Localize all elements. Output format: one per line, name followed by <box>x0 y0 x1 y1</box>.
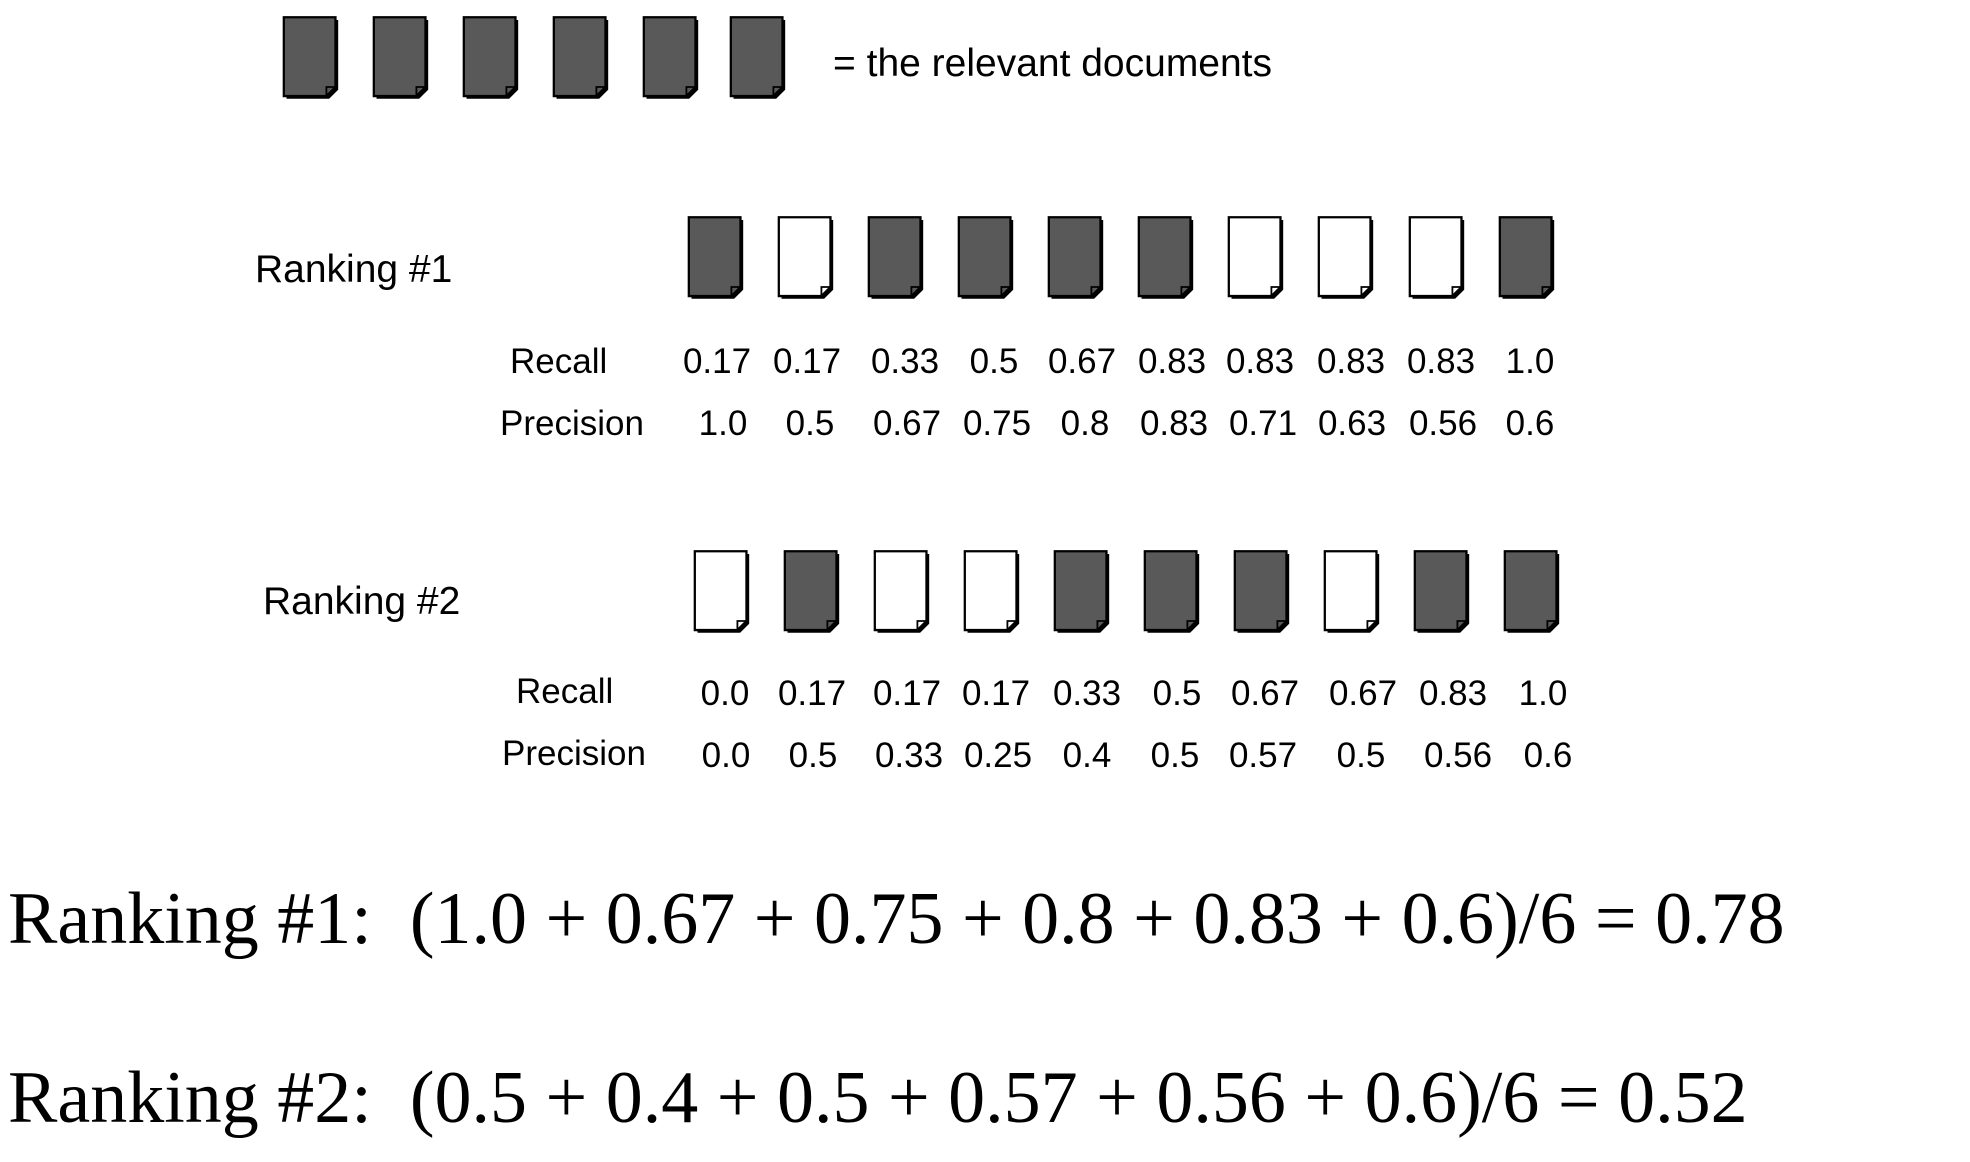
ranking-1-recall-value: 0.33 <box>870 342 940 381</box>
ranking-1-recall-value: 0.17 <box>682 342 752 381</box>
ranking-2-formula: Ranking #2: (0.5 + 0.4 + 0.5 + 0.57 + 0.5… <box>8 1061 1748 1135</box>
ranking-1-formula: Ranking #1: (1.0 + 0.67 + 0.75 + 0.8 + 0.… <box>8 882 1785 956</box>
ranking-2-precision-value: 0.57 <box>1228 736 1298 775</box>
ranking-2-formula-expression: (0.5 + 0.4 + 0.5 + 0.57 + 0.56 + 0.6)/6 … <box>409 1057 1748 1139</box>
ranking-1-recall-value: 0.5 <box>969 342 1019 381</box>
ranking-2-recall-value: 0.33 <box>1052 674 1122 713</box>
ranking-2-recall-value: 1.0 <box>1518 674 1568 713</box>
ranking-2-precision-value: 0.5 <box>788 736 838 775</box>
relevant-document-icon <box>372 16 429 99</box>
ranking-1-precision-value: 0.67 <box>872 404 942 443</box>
ranking-2-recall-value: 0.83 <box>1418 674 1488 713</box>
relevant-document-icon <box>552 16 609 99</box>
ranking-1-precision-value: 0.6 <box>1505 404 1555 443</box>
relevant-document-icon <box>687 216 744 299</box>
relevant-document-icon <box>1413 550 1470 633</box>
nonrelevant-document-icon <box>1408 216 1465 299</box>
ranking-2-precision-value: 0.0 <box>701 736 751 775</box>
ranking-2-precision-value: 0.6 <box>1523 736 1573 775</box>
ranking-2-precision-value: 0.4 <box>1062 736 1112 775</box>
nonrelevant-document-icon <box>1227 216 1284 299</box>
ranking-1-precision-value: 0.71 <box>1228 404 1298 443</box>
ranking-2-recall-value: 0.17 <box>777 674 847 713</box>
ranking-1-formula-prefix: Ranking #1: <box>8 878 372 960</box>
ranking-1-precision-value: 0.8 <box>1060 404 1110 443</box>
ranking-1-precision-value: 0.56 <box>1408 404 1478 443</box>
nonrelevant-document-icon <box>963 550 1020 633</box>
legend-text: = the relevant documents <box>833 42 1273 85</box>
ranking-2-recall-value: 0.5 <box>1152 674 1202 713</box>
nonrelevant-document-icon <box>777 216 834 299</box>
ranking-1-recall-value: 1.0 <box>1505 342 1555 381</box>
ranking-2-precision-label: Precision <box>502 734 646 773</box>
relevant-document-icon <box>1233 550 1290 633</box>
relevant-document-icon <box>1143 550 1200 633</box>
ranking-2-precision-value: 0.25 <box>963 736 1033 775</box>
relevant-document-icon <box>462 16 519 99</box>
ranking-1-precision-value: 0.75 <box>962 404 1032 443</box>
relevant-document-icon <box>867 216 924 299</box>
ranking-1-formula-expression: (1.0 + 0.67 + 0.75 + 0.8 + 0.83 + 0.6)/6… <box>409 878 1785 960</box>
nonrelevant-document-icon <box>1317 216 1374 299</box>
ranking-2-recall-value: 0.17 <box>961 674 1031 713</box>
ranking-2-label: Ranking #2 <box>263 580 461 623</box>
ranking-2-recall-value: 0.17 <box>872 674 942 713</box>
relevant-document-icon <box>1498 216 1555 299</box>
ranking-1-label: Ranking #1 <box>255 248 453 291</box>
relevant-document-icon <box>1137 216 1194 299</box>
ranking-1-recall-value: 0.67 <box>1047 342 1117 381</box>
ranking-1-recall-label: Recall <box>510 342 608 381</box>
ranking-1-precision-value: 0.5 <box>785 404 835 443</box>
ranking-2-recall-value: 0.0 <box>700 674 750 713</box>
ranking-1-precision-value: 0.63 <box>1317 404 1387 443</box>
ranking-2-precision-value: 0.5 <box>1336 736 1386 775</box>
relevant-document-icon <box>282 16 339 99</box>
relevant-document-icon <box>1503 550 1560 633</box>
ranking-2-recall-value: 0.67 <box>1230 674 1300 713</box>
ranking-1-recall-value: 0.83 <box>1316 342 1386 381</box>
nonrelevant-document-icon <box>1323 550 1380 633</box>
ranking-1-precision-label: Precision <box>500 404 644 443</box>
ranking-2-precision-value: 0.33 <box>874 736 944 775</box>
ranking-1-recall-value: 0.83 <box>1137 342 1207 381</box>
relevant-document-icon <box>783 550 840 633</box>
ranking-2-precision-value: 0.5 <box>1150 736 1200 775</box>
ranking-1-precision-value: 0.83 <box>1139 404 1209 443</box>
ranking-2-recall-value: 0.67 <box>1328 674 1398 713</box>
ranking-1-recall-value: 0.83 <box>1225 342 1295 381</box>
ranking-2-precision-value: 0.56 <box>1423 736 1493 775</box>
ranking-2-formula-prefix: Ranking #2: <box>8 1057 372 1139</box>
ranking-2-recall-label: Recall <box>516 672 614 711</box>
relevant-document-icon <box>1053 550 1110 633</box>
nonrelevant-document-icon <box>693 550 750 633</box>
ranking-1-precision-value: 1.0 <box>698 404 748 443</box>
ranking-1-recall-value: 0.83 <box>1406 342 1476 381</box>
nonrelevant-document-icon <box>873 550 930 633</box>
ranking-1-recall-value: 0.17 <box>772 342 842 381</box>
relevant-document-icon <box>957 216 1014 299</box>
relevant-document-icon <box>729 16 786 99</box>
relevant-document-icon <box>642 16 699 99</box>
relevant-document-icon <box>1047 216 1104 299</box>
